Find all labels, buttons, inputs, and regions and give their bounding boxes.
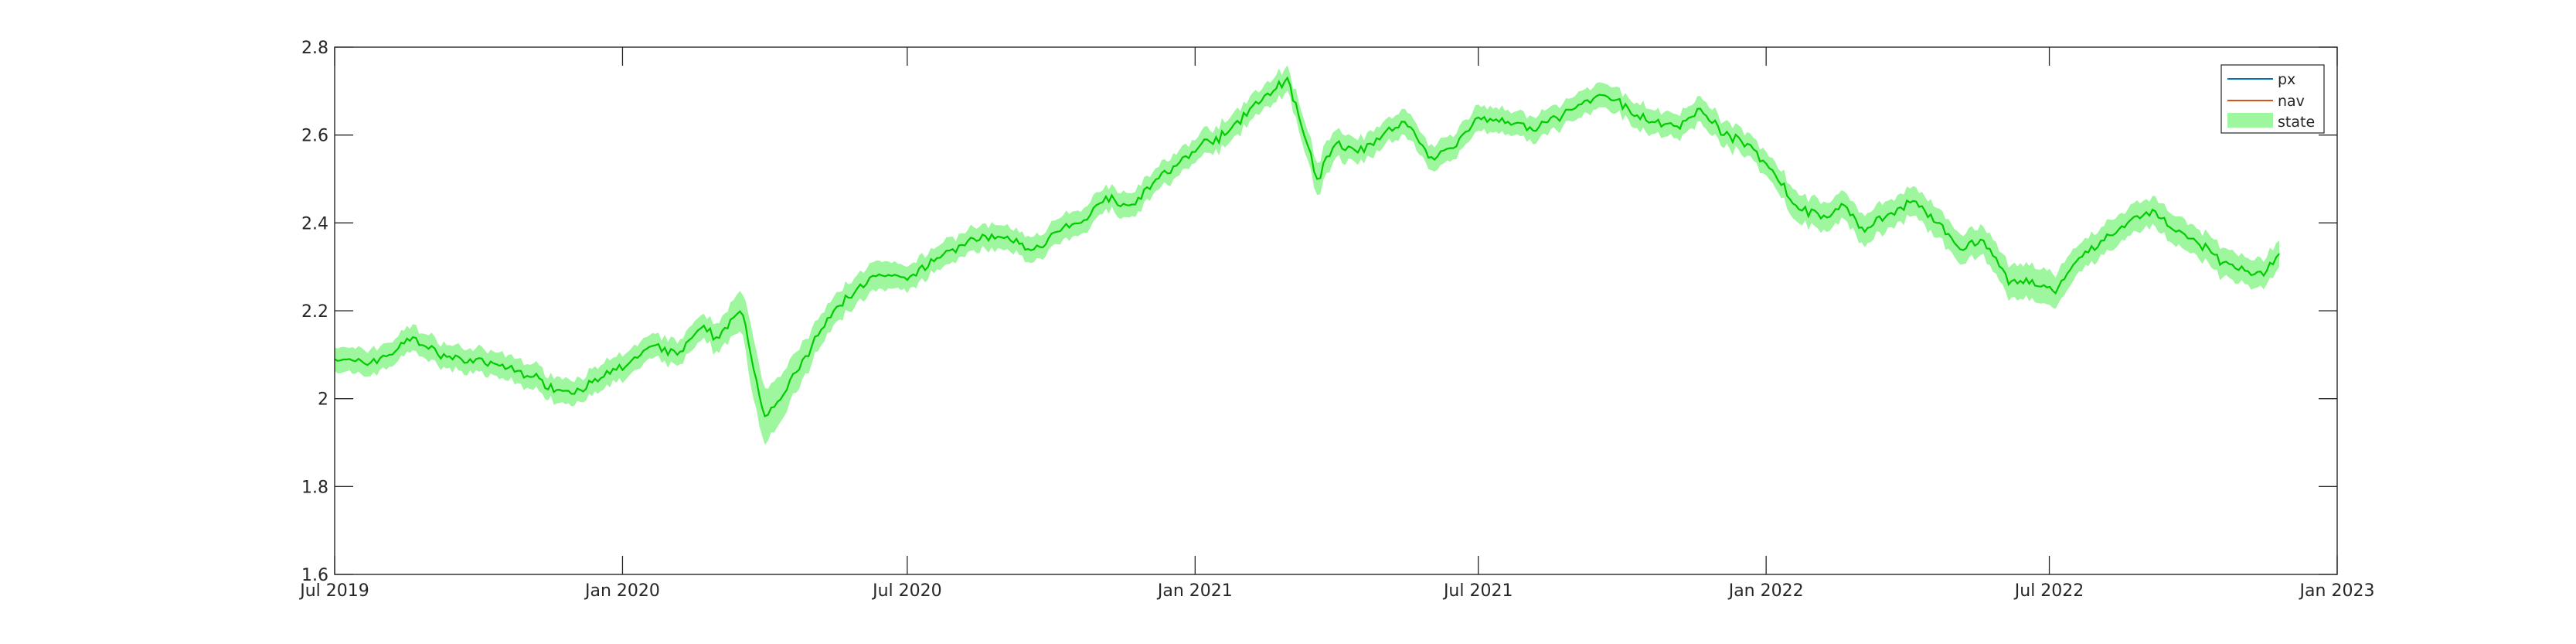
y-tick-label: 2.8 [301,39,328,58]
x-tick-label: Jan 2022 [1727,581,1804,601]
legend-state-label: state [2278,114,2315,131]
legend-px-label: px [2278,71,2295,88]
y-tick-label: 1.8 [301,478,328,497]
series-line-layer [334,76,2280,417]
x-tick-label: Jul 2020 [871,581,942,601]
legend-nav-label: nav [2278,93,2305,110]
y-tick-label: 2.2 [301,302,328,322]
state-mean-line [334,76,2280,417]
x-axis: Jul 2019 Jan 2020 Jul 2020 Jan 2021 Jul 2021… [298,47,2374,601]
plot-area [335,47,2337,574]
y-tick-label: 2 [318,390,328,410]
x-tick-label: Jul 2021 [1442,581,1513,601]
x-tick-label: Jul 2019 [298,581,369,601]
y-tick-label: 2.4 [301,214,328,233]
legend: px nav state [2220,64,2325,134]
y-axis: 1.6 1.8 2 2.2 2.4 2.6 2.8 [301,39,2337,585]
x-tick-label: Jan 2021 [1156,581,1233,601]
x-tick-label: Jan 2020 [584,581,660,601]
x-tick-label: Jan 2023 [2299,581,2375,601]
y-tick-label: 2.6 [301,127,328,146]
legend-state-swatch [2227,113,2273,128]
y-tick-label: 1.6 [301,566,328,585]
x-tick-label: Jul 2022 [2013,581,2084,601]
